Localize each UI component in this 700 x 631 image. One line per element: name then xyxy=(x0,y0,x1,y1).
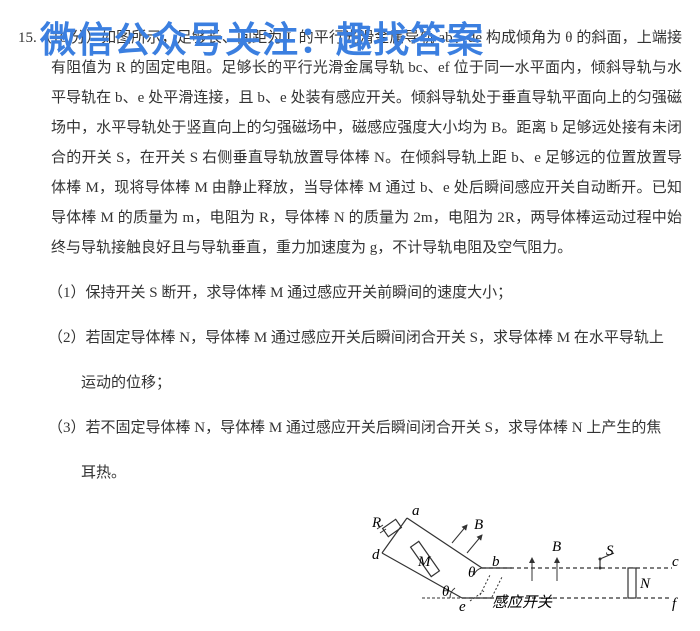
svg-text:θ: θ xyxy=(468,565,476,581)
points: （16 分） xyxy=(37,30,101,46)
svg-text:c: c xyxy=(672,554,679,570)
subquestion-2a: （2）若固定导体棒 N，导体棒 M 通过感应开关后瞬间闭合开关 S，求导体棒 M… xyxy=(48,323,682,353)
subquestion-1: （1）保持开关 S 断开，求导体棒 M 通过感应开关前瞬间的速度大小； xyxy=(48,278,682,308)
svg-text:f: f xyxy=(672,596,678,612)
question-number: 15. xyxy=(18,30,37,46)
stem-text: 如图所示，足够长、间距为 L 的平行光滑金属导轨 ab、de 构成倾角为 θ 的… xyxy=(51,30,682,256)
subquestion-3b: 耳热。 xyxy=(48,458,682,488)
svg-text:B: B xyxy=(474,517,483,533)
svg-text:d: d xyxy=(372,547,380,563)
svg-text:θ: θ xyxy=(442,584,450,600)
svg-text:S: S xyxy=(606,543,614,559)
subquestion-3a: （3）若不固定导体棒 N，导体棒 M 通过感应开关后瞬间闭合开关 S，求导体棒 … xyxy=(48,413,682,443)
problem-stem: 15.（16 分）如图所示，足够长、间距为 L 的平行光滑金属导轨 ab、de … xyxy=(18,23,682,263)
problem-15: 15.（16 分）如图所示，足够长、间距为 L 的平行光滑金属导轨 ab、de … xyxy=(18,23,682,623)
svg-text:b: b xyxy=(492,554,500,570)
svg-text:B: B xyxy=(552,539,561,555)
svg-text:e: e xyxy=(459,599,466,615)
subquestion-2b: 运动的位移； xyxy=(48,368,682,398)
svg-text:感应开关: 感应开关 xyxy=(492,594,553,611)
svg-text:R: R xyxy=(371,515,381,531)
svg-text:a: a xyxy=(412,503,420,519)
svg-text:N: N xyxy=(639,576,651,592)
circuit-figure: R a d M B B b e θ θ 感应开关 S N c f xyxy=(342,503,682,623)
svg-text:M: M xyxy=(417,554,432,570)
